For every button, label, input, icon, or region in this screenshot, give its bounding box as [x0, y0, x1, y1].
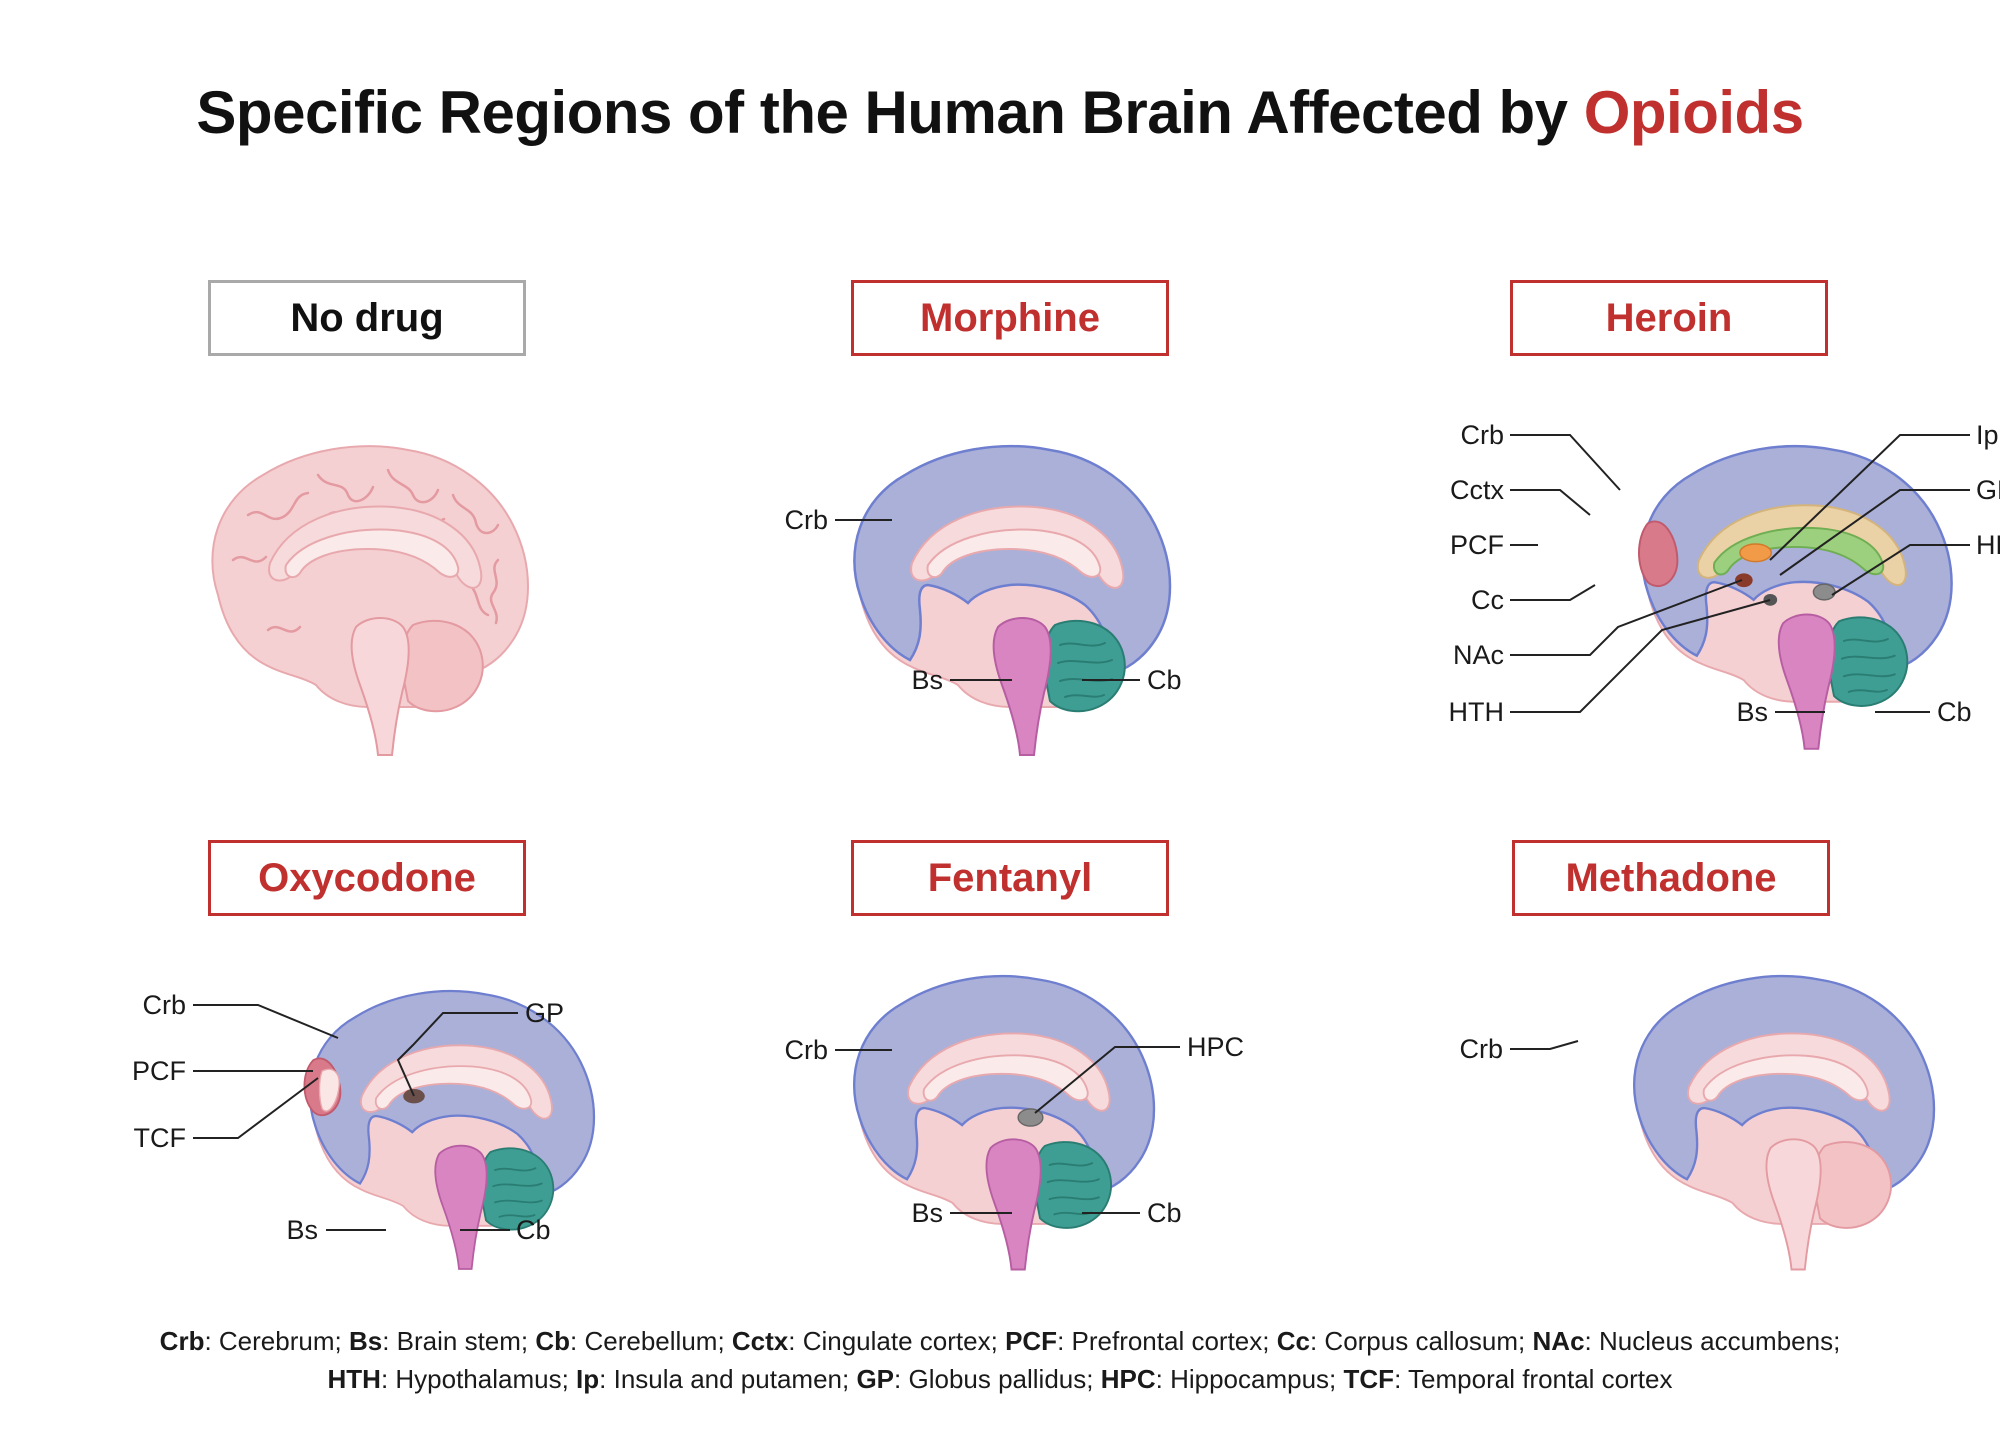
legend-abbr: HPC	[1100, 1364, 1156, 1394]
label-crb: Crb	[784, 505, 828, 535]
brain-panel-morphine: Crb Bs Cb	[740, 444, 1200, 770]
label-bs: Bs	[1736, 697, 1768, 727]
legend-abbr: Cc	[1276, 1326, 1310, 1356]
legend-entry-bs: Bs: Brain stem;	[348, 1326, 529, 1356]
brain-illustration-fentanyl: Crb HPC Bs Cb	[784, 974, 1244, 1271]
legend-abbr: Bs	[348, 1326, 383, 1356]
legend-abbr: Crb	[159, 1326, 205, 1356]
brain-illustration-oxycodone: Crb PCF TCF GP Bs Cb	[132, 989, 596, 1270]
legend-abbr: Ip	[576, 1364, 600, 1394]
legend-abbr: NAc	[1532, 1326, 1585, 1356]
legend-entry-hpc: HPC: Hippocampus;	[1100, 1364, 1337, 1394]
legend-entry-crb: Crb: Cerebrum;	[159, 1326, 342, 1356]
label-cb: Cb	[1937, 697, 1972, 727]
title-main: Specific Regions of the Human Brain Affe…	[196, 79, 1568, 146]
legend-abbr: Cctx	[731, 1326, 789, 1356]
brain-panel-heroin: Crb Cctx PCF Cc NAc HTH Bs Cb Ip GP HPC	[1400, 385, 2000, 750]
panel-title-oxycodone: Oxycodone	[208, 840, 526, 916]
brain-illustration-no-drug	[211, 445, 529, 756]
panel-title-morphine: Morphine	[851, 280, 1169, 356]
label-gp: GP	[525, 998, 564, 1028]
label-cb: Cb	[516, 1215, 551, 1245]
legend-abbr: HTH	[327, 1364, 381, 1394]
legend-entry-pcf: PCF: Prefrontal cortex;	[1005, 1326, 1270, 1356]
brain-illustration-morphine: Crb Bs Cb	[784, 444, 1182, 756]
label-nac: NAc	[1453, 640, 1504, 670]
label-ip: Ip	[1976, 420, 1999, 450]
brain-panel-methadone: Crb	[1400, 960, 1940, 1271]
label-cctx: Cctx	[1450, 475, 1505, 505]
label-hth: HTH	[1449, 697, 1505, 727]
panel-title-methadone: Methadone	[1512, 840, 1830, 916]
legend-entry-hth: HTH: Hypothalamus;	[327, 1364, 569, 1394]
legend-abbr: Cb	[535, 1326, 571, 1356]
label-cb: Cb	[1147, 1198, 1182, 1228]
legend-abbr: GP	[856, 1364, 895, 1394]
label-cc: Cc	[1471, 585, 1504, 615]
label-crb: Crb	[1459, 1034, 1503, 1064]
brain-illustration-methadone: Crb	[1459, 974, 1936, 1271]
label-bs: Bs	[911, 665, 943, 695]
label-tcf: TCF	[134, 1123, 186, 1153]
legend-abbr: PCF	[1005, 1326, 1058, 1356]
legend-entry-nac: NAc: Nucleus accumbens;	[1532, 1326, 1841, 1356]
legend-entry-cctx: Cctx: Cingulate cortex;	[731, 1326, 998, 1356]
panel-title-no-drug: No drug	[208, 280, 526, 356]
legend-entry-gp: GP: Globus pallidus;	[856, 1364, 1094, 1394]
label-crb: Crb	[1460, 420, 1504, 450]
legend-entry-tcf: TCF: Temporal frontal cortex	[1343, 1364, 1673, 1394]
legend-abbr: TCF	[1343, 1364, 1395, 1394]
abbreviation-legend: Crb: Cerebrum; Bs: Brain stem; Cb: Cereb…	[0, 1322, 2000, 1398]
label-hpc: HPC	[1187, 1032, 1244, 1062]
label-crb: Crb	[142, 990, 186, 1020]
label-pcf: PCF	[132, 1056, 186, 1086]
label-bs: Bs	[286, 1215, 318, 1245]
legend-entry-cb: Cb: Cerebellum;	[535, 1326, 725, 1356]
brain-panel-no-drug	[208, 445, 538, 770]
legend-entry-cc: Cc: Corpus callosum;	[1276, 1326, 1526, 1356]
title-highlight: Opioids	[1583, 79, 1804, 146]
label-cb: Cb	[1147, 665, 1182, 695]
label-crb: Crb	[784, 1035, 828, 1065]
figure-title: Specific Regions of the Human Brain Affe…	[0, 78, 2000, 147]
label-gp: GP	[1976, 475, 2000, 505]
label-hpc: HPC	[1976, 530, 2000, 560]
legend-entry-ip: Ip: Insula and putamen;	[576, 1364, 850, 1394]
label-pcf: PCF	[1450, 530, 1504, 560]
brain-illustration-heroin: Crb Cctx PCF Cc NAc HTH Bs Cb Ip GP HPC	[1449, 420, 2000, 750]
brain-panel-fentanyl: Crb HPC Bs Cb	[740, 960, 1300, 1271]
panel-title-heroin: Heroin	[1510, 280, 1828, 356]
panel-title-fentanyl: Fentanyl	[851, 840, 1169, 916]
label-bs: Bs	[911, 1198, 943, 1228]
brain-panel-oxycodone: Crb PCF TCF GP Bs Cb	[88, 960, 596, 1270]
